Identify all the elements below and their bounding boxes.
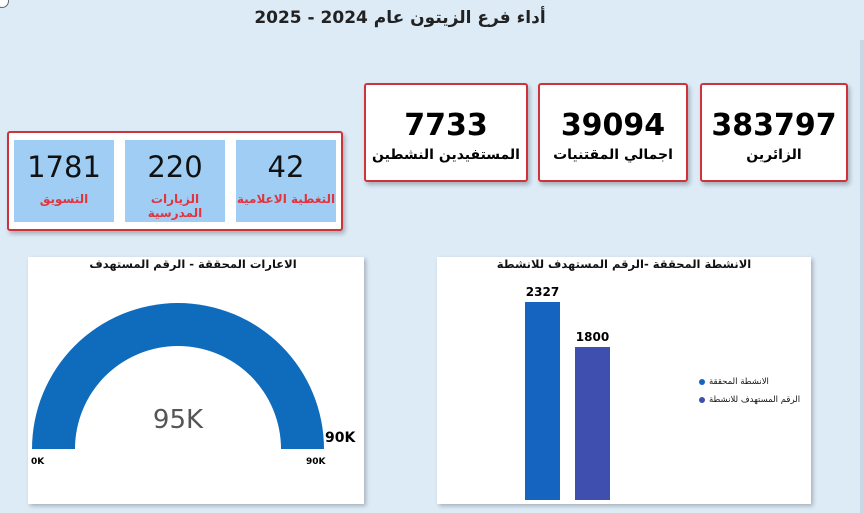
kpi-label: المستفيدين النشطين: [372, 147, 520, 163]
gauge-arc: [32, 303, 324, 449]
legend-label: الرقم المستهدف للانشطة: [709, 395, 801, 405]
activities-chart-panel[interactable]: الانشطة المحققة -الرقم المستهدف للانشطة …: [437, 257, 811, 504]
bar-1[interactable]: [575, 346, 610, 500]
bar-value-label: 2327: [525, 284, 560, 299]
sub-kpi-school-visits[interactable]: 220 الزيارات المدرسية: [125, 140, 225, 222]
legend-dot-icon: [699, 379, 705, 385]
chart-legend: الانشطة المحققة الرقم المستهدف للانشطة: [699, 373, 800, 409]
chart-title: الانشطة المحققة -الرقم المستهدف للانشطة: [496, 257, 752, 271]
kpi-value: 39094: [560, 108, 666, 143]
gauge-value-label: 95K: [152, 405, 204, 435]
legend-label: الانشطة المحققة: [709, 377, 769, 387]
gauge-max-label: 90K: [306, 457, 326, 467]
sub-kpi-value: 220: [147, 150, 203, 184]
gauge-target-label: 90K: [325, 430, 356, 446]
kpi-value: 7733: [404, 108, 488, 143]
bar-value-label: 1800: [575, 329, 610, 344]
sub-kpi-value: 42: [267, 150, 305, 184]
page-title: أداء فرع الزيتون عام 2024 - 2025: [254, 8, 546, 28]
legend-dot-icon: [699, 397, 705, 403]
kpi-card-visitors[interactable]: 383797 الزائرين: [700, 83, 848, 182]
scrollbar[interactable]: [860, 40, 864, 513]
bar-0[interactable]: [525, 301, 560, 500]
gauge-chart: [32, 303, 324, 449]
kpi-label: الزائرين: [746, 147, 802, 163]
corner-icon: [0, 0, 9, 8]
legend-item: الانشطة المحققة: [699, 373, 800, 391]
sub-kpi-label: التغطية الاعلامية: [236, 192, 336, 206]
gauge-min-label: 0K: [31, 457, 45, 467]
kpi-value: 383797: [711, 108, 837, 143]
kpi-card-active-beneficiaries[interactable]: 7733 المستفيدين النشطين: [364, 83, 528, 182]
sub-kpi-media-coverage[interactable]: 42 التغطية الاعلامية: [236, 140, 336, 222]
sub-kpi-group: 42 التغطية الاعلامية 220 الزيارات المدرس…: [7, 131, 343, 231]
sub-kpi-label: التسويق: [39, 192, 89, 206]
sub-kpi-marketing[interactable]: 1781 التسويق: [14, 140, 114, 222]
legend-item: الرقم المستهدف للانشطة: [699, 391, 800, 409]
kpi-label: اجمالي المقتنيات: [553, 147, 673, 163]
gauge-title: الاعارات المحققة - الرقم المستهدف: [89, 257, 297, 271]
kpi-card-collections[interactable]: 39094 اجمالي المقتنيات: [538, 83, 688, 182]
gauge-panel[interactable]: الاعارات المحققة - الرقم المستهدف 95K 90…: [28, 257, 364, 504]
sub-kpi-value: 1781: [27, 150, 101, 184]
sub-kpi-label: الزيارات المدرسية: [147, 192, 203, 220]
